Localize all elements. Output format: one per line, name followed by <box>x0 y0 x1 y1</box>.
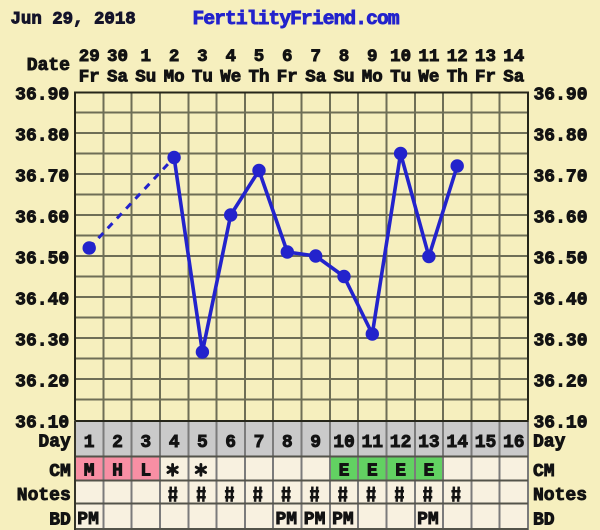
svg-text:15: 15 <box>475 433 497 453</box>
svg-text:Notes: Notes <box>17 486 71 506</box>
svg-text:We: We <box>418 67 439 87</box>
svg-text:14: 14 <box>503 47 524 67</box>
svg-text:36.50: 36.50 <box>15 249 69 269</box>
svg-text:Day: Day <box>533 433 566 453</box>
svg-text:Mo: Mo <box>362 67 383 87</box>
svg-text:BD: BD <box>49 511 71 530</box>
svg-text:36.20: 36.20 <box>534 372 588 392</box>
svg-text:6: 6 <box>225 433 236 453</box>
svg-text:H: H <box>112 462 123 482</box>
svg-text:Mo: Mo <box>164 67 185 87</box>
svg-text:Su: Su <box>135 67 156 87</box>
svg-text:1: 1 <box>141 47 152 67</box>
svg-text:36.10: 36.10 <box>15 413 69 433</box>
svg-text:10: 10 <box>333 433 355 453</box>
svg-text:CM: CM <box>533 462 555 482</box>
svg-text:BD: BD <box>533 510 555 530</box>
svg-text:36.40: 36.40 <box>15 290 69 310</box>
svg-text:36.10: 36.10 <box>534 413 588 433</box>
svg-text:6: 6 <box>282 47 293 67</box>
svg-text:E: E <box>367 462 378 482</box>
svg-text:4: 4 <box>225 47 236 67</box>
svg-text:PM: PM <box>417 510 439 530</box>
svg-text:CM: CM <box>49 462 71 482</box>
svg-text:Notes: Notes <box>533 486 587 506</box>
svg-text:29: 29 <box>79 47 100 67</box>
svg-text:PM: PM <box>77 510 99 530</box>
svg-text:Th: Th <box>248 67 269 87</box>
svg-text:30: 30 <box>107 47 128 67</box>
svg-text:4: 4 <box>169 433 180 453</box>
svg-text:E: E <box>423 462 434 482</box>
svg-text:7: 7 <box>254 433 265 453</box>
svg-text:Jun 29, 2018: Jun 29, 2018 <box>11 10 136 29</box>
svg-text:36.60: 36.60 <box>534 208 588 228</box>
svg-text:36.90: 36.90 <box>15 85 69 105</box>
svg-text:36.50: 36.50 <box>534 249 588 269</box>
svg-text:PM: PM <box>304 510 326 530</box>
svg-text:10: 10 <box>390 47 411 67</box>
svg-text:3: 3 <box>140 433 151 453</box>
svg-text:12: 12 <box>447 47 468 67</box>
svg-text:Su: Su <box>333 67 354 87</box>
svg-text:8: 8 <box>282 433 293 453</box>
svg-text:2: 2 <box>169 47 180 67</box>
svg-text:Fr: Fr <box>79 67 100 87</box>
svg-text:Tu: Tu <box>192 67 213 87</box>
svg-text:L: L <box>140 462 151 482</box>
svg-text:E: E <box>339 462 350 482</box>
svg-text:16: 16 <box>503 433 525 453</box>
svg-text:3: 3 <box>197 47 208 67</box>
svg-text:36.90: 36.90 <box>534 85 588 105</box>
svg-text:Fr: Fr <box>277 67 298 87</box>
svg-text:Sa: Sa <box>305 67 327 87</box>
svg-text:E: E <box>395 462 406 482</box>
svg-text:We: We <box>220 67 241 87</box>
svg-text:Sa: Sa <box>107 67 129 87</box>
svg-text:Sa: Sa <box>503 67 525 87</box>
svg-text:M: M <box>84 462 95 482</box>
svg-text:2: 2 <box>112 433 123 453</box>
svg-text:5: 5 <box>254 47 265 67</box>
svg-text:36.40: 36.40 <box>534 290 588 310</box>
svg-text:36.20: 36.20 <box>15 372 69 392</box>
svg-text:11: 11 <box>361 433 383 453</box>
svg-text:12: 12 <box>390 433 412 453</box>
svg-text:PM: PM <box>276 510 298 530</box>
svg-text:PM: PM <box>332 510 354 530</box>
svg-text:Date: Date <box>27 56 70 76</box>
svg-text:36.80: 36.80 <box>15 126 69 146</box>
svg-text:Fr: Fr <box>475 67 496 87</box>
svg-text:Th: Th <box>447 67 468 87</box>
svg-text:36.70: 36.70 <box>15 167 69 187</box>
svg-text:36.30: 36.30 <box>534 331 588 351</box>
svg-text:5: 5 <box>197 433 208 453</box>
svg-text:36.60: 36.60 <box>15 208 69 228</box>
svg-text:9: 9 <box>310 433 321 453</box>
svg-text:Tu: Tu <box>390 67 411 87</box>
svg-text:Day: Day <box>38 433 71 453</box>
svg-text:13: 13 <box>418 433 440 453</box>
svg-text:1: 1 <box>84 433 95 453</box>
svg-text:36.80: 36.80 <box>534 126 588 146</box>
svg-text:9: 9 <box>367 47 378 67</box>
svg-text:8: 8 <box>339 47 350 67</box>
svg-text:7: 7 <box>310 47 321 67</box>
svg-text:11: 11 <box>418 47 439 67</box>
svg-text:36.30: 36.30 <box>15 331 69 351</box>
svg-text:14: 14 <box>446 433 468 453</box>
svg-text:FertilityFriend.com: FertilityFriend.com <box>193 8 399 30</box>
svg-text:36.70: 36.70 <box>534 167 588 187</box>
svg-text:13: 13 <box>475 47 496 67</box>
